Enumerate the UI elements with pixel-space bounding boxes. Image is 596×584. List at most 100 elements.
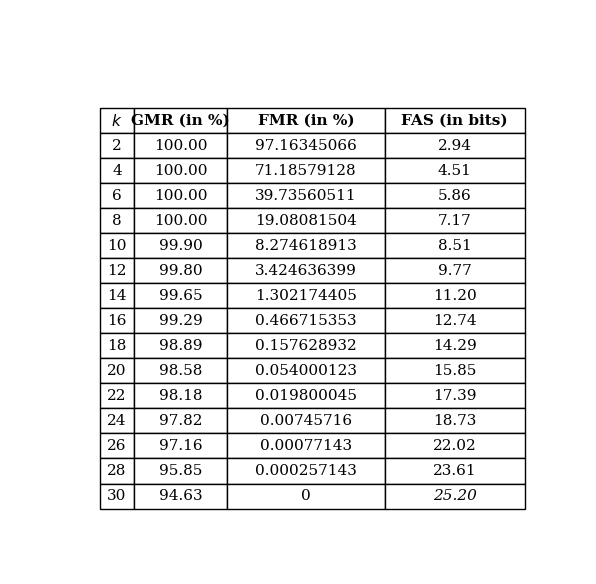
Text: 0.054000123: 0.054000123 [255, 364, 357, 378]
Bar [384, 158, 525, 183]
Bar [384, 359, 525, 384]
Text: 100.00: 100.00 [154, 214, 207, 228]
Bar [384, 384, 525, 408]
Bar [134, 183, 228, 208]
Bar [134, 108, 228, 133]
Text: 98.89: 98.89 [159, 339, 203, 353]
Bar [100, 333, 134, 359]
Bar [228, 433, 384, 458]
Bar [384, 133, 525, 158]
Text: 22: 22 [107, 389, 127, 403]
Text: 28: 28 [107, 464, 126, 478]
Bar [100, 359, 134, 384]
Text: 0.00745716: 0.00745716 [260, 414, 352, 428]
Bar [228, 208, 384, 234]
Text: 7.17: 7.17 [438, 214, 471, 228]
Text: 5.86: 5.86 [438, 189, 471, 203]
Bar [384, 283, 525, 308]
Bar [100, 234, 134, 258]
Bar [134, 308, 228, 333]
Text: FAS (in bits): FAS (in bits) [402, 114, 508, 128]
Bar [100, 408, 134, 433]
Bar [228, 283, 384, 308]
Bar [384, 258, 525, 283]
Text: 0: 0 [301, 489, 311, 503]
Bar [100, 158, 134, 183]
Text: 4.51: 4.51 [438, 164, 471, 178]
Bar [384, 408, 525, 433]
Bar [134, 458, 228, 484]
Bar [384, 458, 525, 484]
Bar [134, 258, 228, 283]
Bar [228, 408, 384, 433]
Bar [228, 384, 384, 408]
Bar [384, 308, 525, 333]
Text: GMR (in %): GMR (in %) [131, 114, 230, 128]
Text: 0.019800045: 0.019800045 [255, 389, 357, 403]
Bar [228, 158, 384, 183]
Text: 14: 14 [107, 289, 127, 303]
Bar [134, 384, 228, 408]
Bar [228, 108, 384, 133]
Bar [100, 484, 134, 509]
Text: 18.73: 18.73 [433, 414, 476, 428]
Bar [134, 333, 228, 359]
Bar [384, 234, 525, 258]
Bar [134, 359, 228, 384]
Bar [228, 359, 384, 384]
Text: 30: 30 [107, 489, 126, 503]
Text: 0.466715353: 0.466715353 [255, 314, 357, 328]
Bar [384, 183, 525, 208]
Text: 8.51: 8.51 [438, 239, 471, 253]
Text: 99.80: 99.80 [159, 264, 203, 278]
Text: 97.16: 97.16 [159, 439, 203, 453]
Text: 11.20: 11.20 [433, 289, 477, 303]
Bar [100, 433, 134, 458]
Bar [384, 433, 525, 458]
Bar [134, 234, 228, 258]
Bar [228, 183, 384, 208]
Bar [134, 208, 228, 234]
Text: FMR (in %): FMR (in %) [257, 114, 354, 128]
Text: 2: 2 [112, 139, 122, 153]
Text: 100.00: 100.00 [154, 189, 207, 203]
Bar [134, 433, 228, 458]
Text: 24: 24 [107, 414, 127, 428]
Text: 71.18579128: 71.18579128 [255, 164, 357, 178]
Text: 12.74: 12.74 [433, 314, 477, 328]
Bar [228, 234, 384, 258]
Text: 6: 6 [112, 189, 122, 203]
Text: 1.302174405: 1.302174405 [255, 289, 357, 303]
Bar [228, 133, 384, 158]
Text: 9.77: 9.77 [438, 264, 471, 278]
Text: 26: 26 [107, 439, 127, 453]
Text: 0.157628932: 0.157628932 [255, 339, 357, 353]
Text: 20: 20 [107, 364, 127, 378]
Bar [100, 258, 134, 283]
Bar [228, 333, 384, 359]
Bar [134, 484, 228, 509]
Text: 94.63: 94.63 [159, 489, 203, 503]
Bar [100, 308, 134, 333]
Bar [384, 208, 525, 234]
Text: 25.20: 25.20 [433, 489, 477, 503]
Text: 10: 10 [107, 239, 127, 253]
Bar [100, 108, 134, 133]
Bar [100, 283, 134, 308]
Bar [100, 384, 134, 408]
Text: 98.18: 98.18 [159, 389, 203, 403]
Bar [100, 208, 134, 234]
Text: 22.02: 22.02 [433, 439, 477, 453]
Text: 3.424636399: 3.424636399 [255, 264, 357, 278]
Text: 23.61: 23.61 [433, 464, 477, 478]
Text: 95.85: 95.85 [159, 464, 202, 478]
Bar [100, 183, 134, 208]
Bar [228, 308, 384, 333]
Text: 18: 18 [107, 339, 126, 353]
Text: 100.00: 100.00 [154, 139, 207, 153]
Bar [384, 484, 525, 509]
Text: 17.39: 17.39 [433, 389, 476, 403]
Bar [134, 133, 228, 158]
Text: 8.274618913: 8.274618913 [255, 239, 357, 253]
Bar [134, 158, 228, 183]
